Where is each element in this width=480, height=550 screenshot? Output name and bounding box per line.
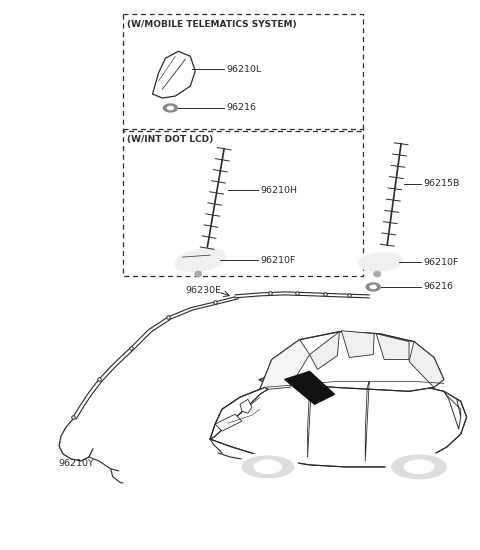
Ellipse shape [404, 460, 434, 474]
Polygon shape [310, 332, 339, 370]
Ellipse shape [374, 271, 381, 277]
Polygon shape [215, 414, 242, 431]
Text: 96215B: 96215B [423, 179, 459, 188]
Text: 96210F: 96210F [423, 257, 458, 267]
Ellipse shape [366, 283, 380, 291]
Text: 96216: 96216 [423, 283, 453, 292]
Text: 96230E: 96230E [185, 286, 221, 295]
Polygon shape [341, 331, 374, 358]
Ellipse shape [195, 271, 202, 277]
Text: 96210H: 96210H [260, 186, 297, 195]
Text: 96210Y: 96210Y [58, 459, 94, 468]
Polygon shape [153, 51, 195, 98]
Text: 96210L: 96210L [226, 65, 261, 74]
Ellipse shape [175, 249, 226, 272]
Ellipse shape [386, 452, 452, 482]
Polygon shape [210, 381, 467, 467]
Text: 96216: 96216 [226, 103, 256, 112]
Text: 96210F: 96210F [260, 256, 295, 265]
Ellipse shape [370, 285, 377, 289]
Polygon shape [285, 371, 335, 404]
Text: (W/MOBILE TELEMATICS SYSTEM): (W/MOBILE TELEMATICS SYSTEM) [127, 20, 296, 29]
Polygon shape [240, 399, 252, 413]
Text: (W/INT DOT LCD): (W/INT DOT LCD) [127, 135, 213, 144]
Ellipse shape [392, 455, 446, 479]
Ellipse shape [164, 104, 178, 112]
Polygon shape [409, 342, 444, 387]
Polygon shape [444, 391, 461, 417]
Polygon shape [210, 387, 268, 439]
Polygon shape [260, 339, 310, 389]
Polygon shape [260, 332, 444, 391]
Polygon shape [376, 334, 409, 360]
Ellipse shape [242, 456, 294, 478]
Ellipse shape [254, 460, 282, 474]
Ellipse shape [167, 106, 174, 110]
Ellipse shape [359, 253, 402, 271]
Ellipse shape [237, 453, 299, 481]
